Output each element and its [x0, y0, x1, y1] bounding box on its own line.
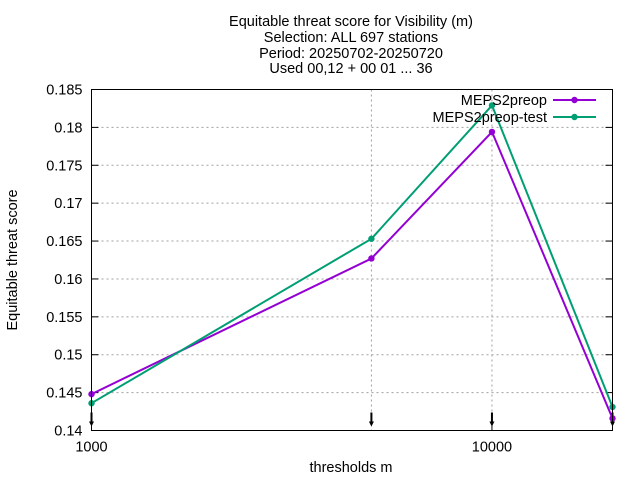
y-tick-label: 0.18	[54, 120, 82, 136]
title-line-1: Equitable threat score for Visibility (m…	[229, 14, 473, 30]
y-axis-label: Equitable threat score	[5, 189, 21, 330]
title-line-2: Selection: ALL 697 stations	[264, 30, 438, 46]
y-tick-label: 0.145	[46, 386, 82, 402]
x-axis-label: thresholds m	[309, 460, 392, 476]
plot-frame	[91, 89, 613, 431]
chart-title: Equitable threat score for Visibility (m…	[229, 14, 473, 77]
data-point	[368, 255, 375, 262]
y-tick-label: 0.155	[46, 310, 82, 326]
title-line-3: Period: 20250702-20250720	[259, 46, 443, 62]
series-line	[91, 130, 614, 419]
legend-label: MEPS2preop	[461, 93, 547, 109]
legend-marker	[571, 113, 578, 121]
title-line-4: Used 00,12 + 00 01 ... 36	[269, 61, 432, 77]
y-tick-label: 0.175	[46, 158, 82, 174]
y-tick-label: 0.15	[54, 348, 82, 364]
y-tick-label: 0.185	[46, 83, 82, 99]
data-point	[488, 128, 496, 136]
data-point	[488, 102, 496, 109]
grid	[91, 89, 613, 431]
data-point	[368, 235, 375, 242]
y-axis-ticks: 0.14 0.145 0.15 0.155 0.16 0.165 0.17 0.175 0.18…	[46, 83, 613, 440]
legend-marker	[571, 96, 578, 104]
y-tick-label: 0.17	[54, 196, 82, 212]
legend-label: MEPS2preop-test	[433, 110, 547, 126]
y-tick-label: 0.165	[46, 234, 82, 250]
x-axis-ticks: 1000 10000	[75, 412, 615, 456]
y-tick-label: 0.14	[54, 424, 82, 440]
x-tick-label: 10000	[472, 440, 512, 456]
data-series	[88, 102, 616, 422]
x-tick-label: 1000	[75, 440, 107, 456]
y-tick-label: 0.16	[54, 272, 82, 288]
x-data-tick-arrow	[368, 421, 374, 427]
series-line	[90, 103, 614, 408]
